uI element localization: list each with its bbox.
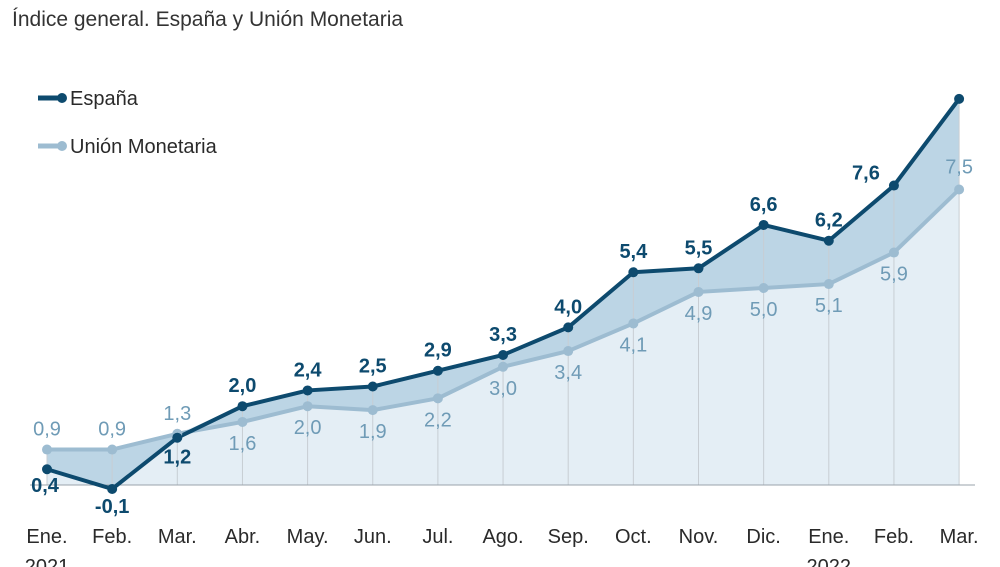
axis-layer: Ene. Feb. Mar. Abr. May. Jun. Jul. Ago. Sep. Oct.… (25, 484, 979, 567)
data-point-espana (563, 322, 574, 333)
data-point-espana (823, 235, 834, 246)
x-tick-label: Oct. (615, 526, 652, 548)
fill-layer (47, 98, 960, 489)
data-label-espana: -0,1 (95, 496, 129, 518)
data-label-espana: 2,9 (424, 340, 452, 362)
points-layer (42, 93, 965, 494)
data-point-espana (758, 219, 769, 230)
data-point-union-monetaria (498, 361, 509, 372)
data-point-union-monetaria (432, 393, 443, 404)
data-point-espana (237, 401, 248, 412)
data-point-union-monetaria (563, 346, 574, 357)
data-label-espana: 6,6 (750, 194, 778, 216)
data-label-union-monetaria: 2,2 (424, 409, 452, 431)
x-tick-label: Sep. (548, 526, 589, 548)
legend-espana-label: España (70, 88, 139, 110)
data-label-espana: 1,2 (163, 447, 191, 469)
data-label-espana: 5,4 (619, 241, 648, 263)
data-label-union-monetaria: 1,9 (359, 421, 387, 443)
x-tick-label: Ene. (808, 526, 849, 548)
data-point-espana (693, 263, 704, 274)
data-point-union-monetaria (823, 279, 834, 290)
data-point-espana (367, 381, 378, 392)
data-point-union-monetaria (367, 405, 378, 416)
data-point-espana (42, 464, 52, 475)
data-point-union-monetaria (758, 283, 769, 293)
legend-espana-marker (57, 93, 67, 103)
data-label-espana: 0,4 (31, 475, 60, 497)
data-label-espana: 5,5 (685, 237, 713, 259)
x-tick-label: Ene. (26, 526, 67, 548)
x-tick-label: Dic. (746, 526, 780, 548)
data-point-union-monetaria (888, 247, 899, 258)
data-label-union-monetaria: 5,1 (815, 295, 843, 317)
data-label-espana: 2,5 (359, 356, 387, 378)
x-tick-label: Jul. (422, 526, 453, 548)
data-point-union-monetaria (693, 286, 704, 297)
data-point-union-monetaria (628, 318, 639, 329)
data-label-espana: 2,4 (294, 359, 323, 381)
data-label-union-monetaria: 1,3 (163, 403, 191, 425)
x-tick-label: Abr. (225, 526, 261, 548)
data-label-union-monetaria: 2,0 (294, 417, 322, 439)
data-label-union-monetaria: 0,9 (98, 419, 126, 441)
data-label-union-monetaria: 3,0 (489, 378, 517, 400)
data-label-espana: 7,6 (852, 163, 880, 185)
legend-union-monetaria-label: Unión Monetaria (70, 136, 218, 158)
data-point-espana (498, 349, 509, 360)
x-tick-label: Feb. (874, 526, 914, 548)
year-label: 2022 (807, 556, 852, 567)
gap-fill (47, 98, 960, 489)
data-label-espana: 6,2 (815, 210, 843, 232)
legend: España Unión Monetaria (38, 88, 218, 158)
data-point-union-monetaria (42, 444, 52, 455)
x-tick-label: Mar. (940, 526, 979, 548)
grid-layer (46, 98, 960, 485)
data-label-union-monetaria: 5,9 (880, 264, 908, 286)
x-tick-label: Feb. (92, 526, 132, 548)
data-point-espana (628, 267, 639, 278)
data-point-union-monetaria (237, 416, 248, 427)
data-label-union-monetaria: 5,0 (750, 299, 778, 321)
data-label-union-monetaria: 3,4 (554, 362, 582, 384)
data-point-espana (172, 432, 183, 443)
data-label-union-monetaria: 4,1 (619, 334, 647, 356)
labels-layer: 0,4 -0,1 1,2 2,0 2,4 2,5 2,9 3,3 4,0 5,4 5,5 6,6 6,2… (31, 157, 973, 519)
data-point-espana (432, 365, 443, 376)
data-label-espana: 3,3 (489, 324, 517, 346)
data-point-union-monetaria (302, 401, 313, 412)
x-tick-label: Nov. (679, 526, 719, 548)
x-tick-label: Ago. (482, 526, 523, 548)
chart-subtitle: Índice general. España y Unión Monetaria (12, 8, 404, 31)
area-fill (47, 98, 960, 485)
data-label-espana: 4,0 (554, 296, 582, 318)
data-label-union-monetaria: 7,5 (945, 157, 973, 179)
data-label-espana: 2,0 (229, 375, 257, 397)
data-point-espana (107, 483, 118, 494)
x-tick-label: Mar. (158, 526, 197, 548)
legend-union-monetaria-marker (57, 141, 67, 151)
data-point-union-monetaria (107, 444, 118, 455)
data-label-union-monetaria: 1,6 (229, 433, 257, 455)
data-label-union-monetaria: 4,9 (685, 303, 713, 325)
data-label-union-monetaria: 0,9 (33, 419, 61, 441)
data-point-espana (954, 93, 965, 104)
x-tick-label: May. (287, 526, 329, 548)
year-label: 2021 (25, 556, 70, 567)
data-point-espana (888, 180, 899, 191)
x-tick-label: Jun. (354, 526, 392, 548)
data-point-espana (302, 385, 313, 396)
data-point-union-monetaria (954, 184, 965, 195)
